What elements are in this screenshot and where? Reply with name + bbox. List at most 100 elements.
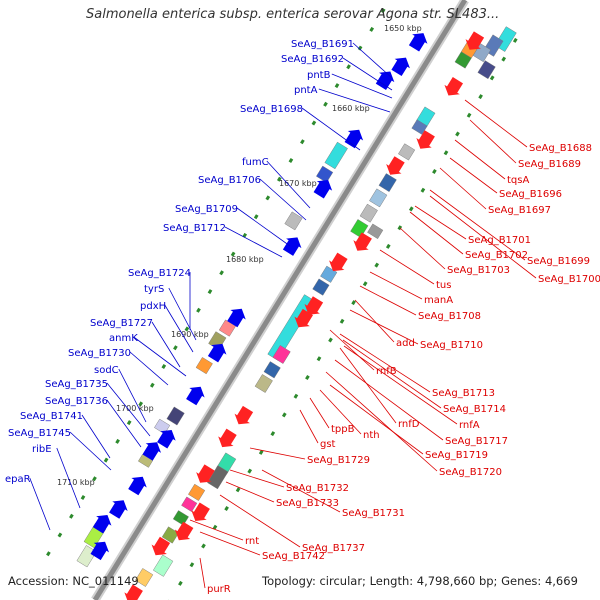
- gene-label-seag_b1745: SeAg_B1745: [8, 428, 71, 439]
- leader-line: [249, 447, 306, 460]
- strand-arrow-shape: [92, 514, 112, 534]
- leader-line: [318, 88, 391, 113]
- gene-label-rnt: rnt: [245, 536, 259, 547]
- strand-arrow: [416, 130, 435, 149]
- strand-arrow: [174, 521, 194, 541]
- feature-dash: [489, 75, 495, 81]
- feature-dash: [293, 393, 299, 399]
- leader-line: [331, 73, 393, 99]
- gene-label-seag_b1703: SeAg_B1703: [447, 265, 510, 276]
- gene-block: [312, 278, 330, 296]
- feature-dash: [201, 543, 206, 549]
- gene-label-seag_b1714: SeAg_B1714: [443, 404, 506, 415]
- gene-label-rnfd: rnfD: [398, 419, 420, 430]
- gene-label-mana: manA: [424, 295, 453, 306]
- feature-dash: [184, 326, 190, 332]
- feature-dash: [235, 487, 241, 493]
- strand-arrow-shape: [157, 429, 176, 449]
- strand-arrow-shape: [234, 405, 254, 425]
- strand-arrow: [196, 464, 215, 483]
- feature-dash: [362, 281, 368, 287]
- strand-arrow-shape: [465, 31, 485, 50]
- gene-block: [154, 418, 171, 435]
- strand-arrow-shape: [313, 179, 333, 199]
- feature-dash: [69, 513, 74, 519]
- gene-label-seag_b1691: SeAg_B1691: [291, 39, 354, 50]
- feature-dash: [432, 169, 437, 174]
- gene-label-seag_b1706: SeAg_B1706: [198, 175, 261, 186]
- gene-label-rnfb: rnfB: [376, 366, 397, 377]
- strand-arrow: [124, 584, 143, 600]
- leader-line: [354, 299, 395, 343]
- strand-arrow-shape: [444, 77, 464, 96]
- gene-block: [76, 545, 97, 568]
- gene-label-seag_b1697: SeAg_B1697: [488, 205, 551, 216]
- strand-arrow: [227, 308, 246, 328]
- tick-label: 1650 kbp: [384, 24, 422, 33]
- genome-backbone: [91, 0, 469, 600]
- gene-label-seag_b1713: SeAg_B1713: [432, 388, 495, 399]
- feature-dash: [276, 176, 282, 182]
- feature-dash: [385, 243, 391, 249]
- gene-block: [135, 568, 154, 587]
- gene-label-pdxh: pdxH: [140, 301, 166, 312]
- gene-label-rnfa: rnfA: [459, 420, 480, 431]
- leader-line: [343, 345, 458, 425]
- gene-label-ribe: ribE: [32, 444, 52, 455]
- gene-label-seag_b1702: SeAg_B1702: [465, 250, 528, 261]
- strand-arrow-shape: [207, 343, 227, 363]
- strand-arrow-shape: [109, 500, 128, 519]
- strand-arrow-shape: [329, 252, 348, 272]
- strand-arrow: [304, 296, 324, 315]
- feature-dash: [374, 262, 380, 268]
- gene-block: [272, 345, 291, 364]
- strand-arrow-shape: [344, 129, 364, 149]
- leader-line: [106, 399, 142, 448]
- tick-layer: 1650 kbp 1660 kbp 1670 kbp 1680 kbp 1690 kbp…: [57, 24, 422, 487]
- leader-line: [464, 99, 528, 148]
- tick-label: 1710 kbp: [57, 478, 95, 487]
- gene-label-seag_b1731: SeAg_B1731: [342, 508, 405, 519]
- gene-label-gst: gst: [320, 439, 336, 450]
- gene-label-layer: SeAg_B1691 SeAg_B1692 pntB pntA SeAg_B1698fu…: [5, 39, 600, 595]
- strand-arrow: [386, 156, 405, 175]
- gene-block: [398, 143, 416, 161]
- strand-arrow: [444, 77, 464, 96]
- leader-line: [329, 384, 424, 455]
- feature-dash: [281, 412, 287, 418]
- leader-line: [29, 477, 51, 531]
- feature-dash: [420, 187, 426, 193]
- leader-line: [409, 211, 464, 255]
- gene-block: [181, 496, 198, 512]
- gene-label-seag_b1729: SeAg_B1729: [307, 455, 370, 466]
- leader-line: [334, 359, 444, 441]
- leader-line: [414, 205, 467, 240]
- gene-block: [454, 51, 472, 69]
- gene-label-seag_b1727: SeAg_B1727: [90, 318, 153, 329]
- gene-label-seag_b1736: SeAg_B1736: [45, 396, 108, 407]
- feature-dash: [408, 206, 414, 212]
- leader-line: [106, 382, 151, 437]
- strand-arrow: [128, 476, 147, 496]
- map-title: Salmonella enterica subsp. enterica sero…: [86, 7, 500, 22]
- leader-line: [359, 285, 417, 316]
- strand-arrow: [329, 252, 348, 272]
- feature-dash: [196, 307, 201, 313]
- feature-dash: [369, 26, 375, 32]
- leader-line: [133, 336, 187, 377]
- feature-dash: [443, 150, 449, 156]
- leader-line: [429, 189, 526, 261]
- feature-dash: [466, 112, 472, 118]
- gene-label-anmk: anmK: [109, 333, 138, 344]
- tick-label: 1670 kbp: [279, 179, 317, 188]
- gene-block: [166, 406, 185, 426]
- accession-text: Accession: NC_011149: [8, 574, 139, 588]
- gene-label-tqsa: tqsA: [507, 175, 529, 186]
- strand-arrow-shape: [218, 428, 237, 448]
- strand-arrow-shape: [186, 386, 205, 406]
- feature-dash: [212, 524, 218, 530]
- strand-arrow-shape: [408, 33, 428, 52]
- gene-block: [263, 361, 281, 379]
- strand-arrow-shape: [416, 130, 435, 149]
